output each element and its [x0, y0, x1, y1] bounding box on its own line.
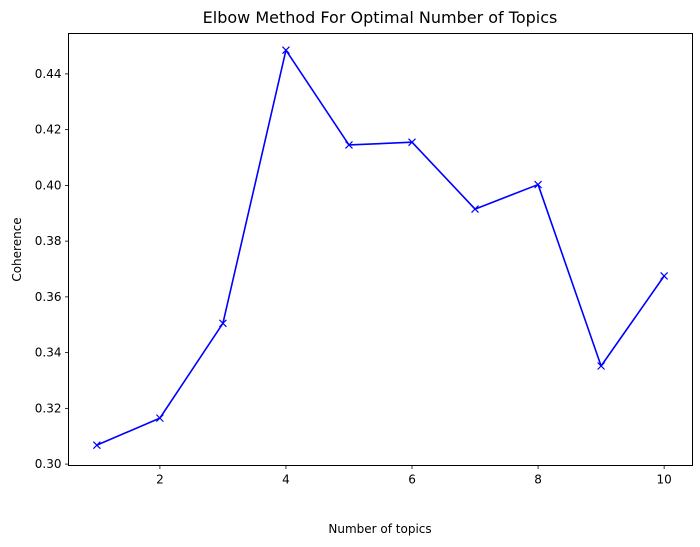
x-tick-label: 4	[282, 473, 290, 487]
chart-title: Elbow Method For Optimal Number of Topic…	[203, 8, 558, 27]
series-layer	[92, 46, 669, 450]
x-axis-ticks: 2 4 6 8 10	[156, 465, 672, 487]
data-point-marker	[660, 272, 669, 280]
y-axis-title: Coherence	[10, 217, 24, 281]
y-tick-label: 0.40	[35, 178, 62, 192]
data-point-marker	[408, 138, 416, 147]
x-tick-label: 6	[408, 473, 416, 487]
data-point-marker	[218, 319, 227, 328]
series-line	[96, 49, 665, 446]
data-point-marker	[92, 441, 101, 450]
y-tick-label: 0.38	[35, 234, 62, 248]
plot-area: 2 4 6 8 10 0.30 0.32 0.34 0.36 0.38 0.40 0.42 0.44	[35, 33, 693, 487]
data-point-marker	[282, 46, 290, 55]
y-tick-label: 0.44	[35, 67, 62, 81]
plot-frame	[68, 33, 693, 466]
y-axis-ticks: 0.30 0.32 0.34 0.36 0.38 0.40 0.42 0.44	[35, 67, 69, 471]
x-axis-title: Number of topics	[328, 522, 431, 536]
x-tick-label: 8	[534, 473, 542, 487]
data-point-marker	[155, 414, 164, 423]
data-point-marker	[534, 180, 543, 189]
y-tick-label: 0.32	[35, 401, 62, 415]
x-tick-label: 10	[656, 473, 671, 487]
y-tick-label: 0.42	[35, 123, 62, 137]
x-tick-label: 2	[156, 473, 164, 487]
y-tick-label: 0.36	[35, 290, 62, 304]
data-point-marker	[471, 205, 479, 214]
data-point-marker	[597, 362, 606, 370]
data-point-marker	[345, 141, 353, 149]
y-tick-label: 0.30	[35, 457, 62, 471]
y-tick-label: 0.34	[35, 346, 62, 360]
